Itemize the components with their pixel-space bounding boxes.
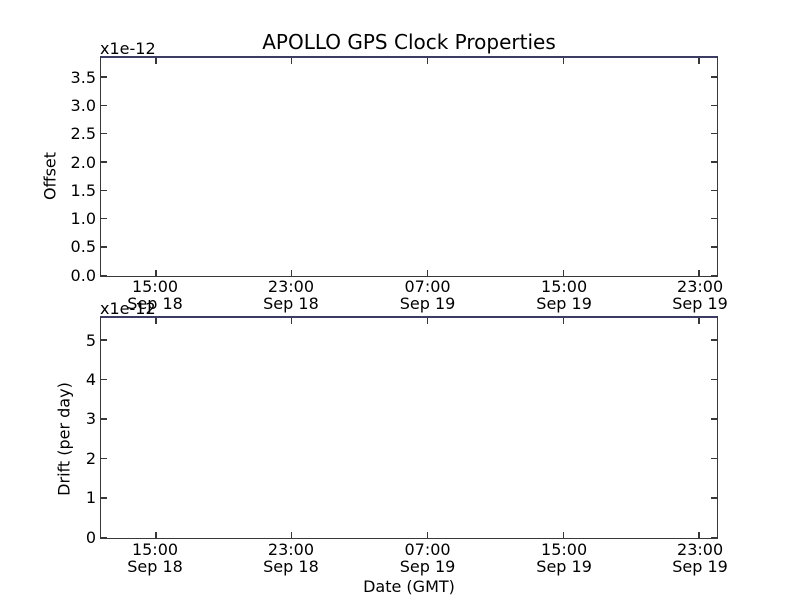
- x-tick-label: 23:00 Sep 19: [672, 277, 728, 313]
- y-tick-label: 1.0: [70, 209, 96, 228]
- x-tick-mark: [698, 58, 700, 64]
- y-tick-mark: [101, 497, 107, 499]
- y-tick-mark: [711, 161, 717, 163]
- y-tick-mark: [711, 497, 717, 499]
- y-tick-mark: [101, 246, 107, 248]
- x-tick-mark: [562, 58, 565, 64]
- x-tick-mark: [290, 532, 293, 538]
- y-tick-mark: [101, 378, 107, 381]
- x-tick-mark: [155, 58, 157, 64]
- y-tick-label: 3.0: [70, 96, 96, 116]
- y-tick-label: 1: [85, 488, 96, 508]
- x-tick-mark: [155, 270, 157, 276]
- x-tick-label: 15:00 Sep 18: [127, 277, 183, 313]
- x-tick-mark: [426, 532, 429, 538]
- x-tick-mark: [290, 58, 293, 64]
- y-axis-label-drift: Drift (per day): [54, 382, 74, 496]
- x-tick-label: 15:00 Sep 19: [536, 277, 592, 313]
- y-tick-mark: [101, 189, 107, 192]
- x-tick-mark: [562, 318, 565, 324]
- x-tick-mark: [426, 270, 429, 276]
- x-tick-label: 15:00 Sep 19: [536, 540, 592, 576]
- y-tick-mark: [101, 132, 107, 135]
- y-tick-mark: [101, 274, 107, 276]
- x-tick-mark: [155, 532, 157, 538]
- y-tick-mark: [101, 161, 107, 163]
- y-tick-mark: [711, 339, 717, 341]
- x-tick-mark: [698, 532, 700, 538]
- y-tick-mark: [101, 104, 107, 107]
- plot-title: APOLLO GPS Clock Properties: [262, 30, 556, 54]
- x-tick-mark: [698, 318, 700, 324]
- y-tick-mark: [711, 104, 717, 107]
- y-tick-label: 5: [85, 330, 96, 350]
- y-tick-label: 2.0: [70, 152, 96, 172]
- y-tick-mark: [711, 418, 717, 420]
- y-axis-offset-text-top: x1e-12: [100, 39, 156, 58]
- y-tick-label: 2.5: [70, 124, 96, 144]
- y-tick-mark: [101, 457, 107, 460]
- y-axis-offset-text-bottom: x1e-12: [100, 299, 156, 318]
- x-tick-mark: [698, 270, 700, 276]
- x-tick-label: 23:00 Sep 18: [263, 540, 319, 576]
- y-tick-mark: [711, 246, 717, 248]
- x-tick-label: 23:00 Sep 18: [263, 277, 319, 313]
- x-tick-label: 07:00 Sep 19: [399, 277, 456, 313]
- y-tick-mark: [101, 339, 107, 341]
- y-tick-label: 0.5: [70, 237, 96, 257]
- x-tick-label: 07:00 Sep 19: [399, 540, 456, 576]
- axes-offset-plot: [100, 56, 718, 277]
- y-tick-mark: [101, 217, 107, 220]
- x-axis-label-date: Date (GMT): [363, 577, 455, 596]
- x-tick-mark: [290, 270, 293, 276]
- y-tick-mark: [101, 76, 107, 78]
- x-tick-mark: [426, 58, 429, 64]
- x-tick-label: 15:00 Sep 18: [127, 540, 183, 576]
- x-tick-mark: [155, 318, 157, 324]
- y-tick-mark: [711, 378, 717, 381]
- y-tick-mark: [101, 536, 107, 538]
- y-tick-mark: [711, 536, 717, 538]
- x-tick-mark: [290, 318, 293, 324]
- y-tick-mark: [711, 274, 717, 276]
- y-tick-mark: [101, 418, 107, 420]
- x-tick-label: 23:00 Sep 19: [672, 540, 728, 576]
- y-tick-label: 3: [85, 409, 96, 429]
- y-tick-label: 2: [85, 448, 96, 468]
- y-tick-mark: [711, 76, 717, 78]
- y-tick-mark: [711, 457, 717, 460]
- y-tick-mark: [711, 217, 717, 220]
- y-tick-label: 0.0: [70, 265, 96, 285]
- x-tick-mark: [562, 532, 565, 538]
- y-tick-label: 0: [85, 527, 96, 547]
- x-tick-mark: [426, 318, 429, 324]
- axes-drift-plot: [100, 316, 718, 539]
- y-tick-label: 4: [85, 370, 96, 390]
- y-tick-mark: [711, 132, 717, 135]
- y-tick-label: 1.5: [70, 180, 96, 200]
- y-tick-mark: [711, 189, 717, 192]
- y-tick-label: 3.5: [70, 67, 96, 87]
- x-tick-mark: [562, 270, 565, 276]
